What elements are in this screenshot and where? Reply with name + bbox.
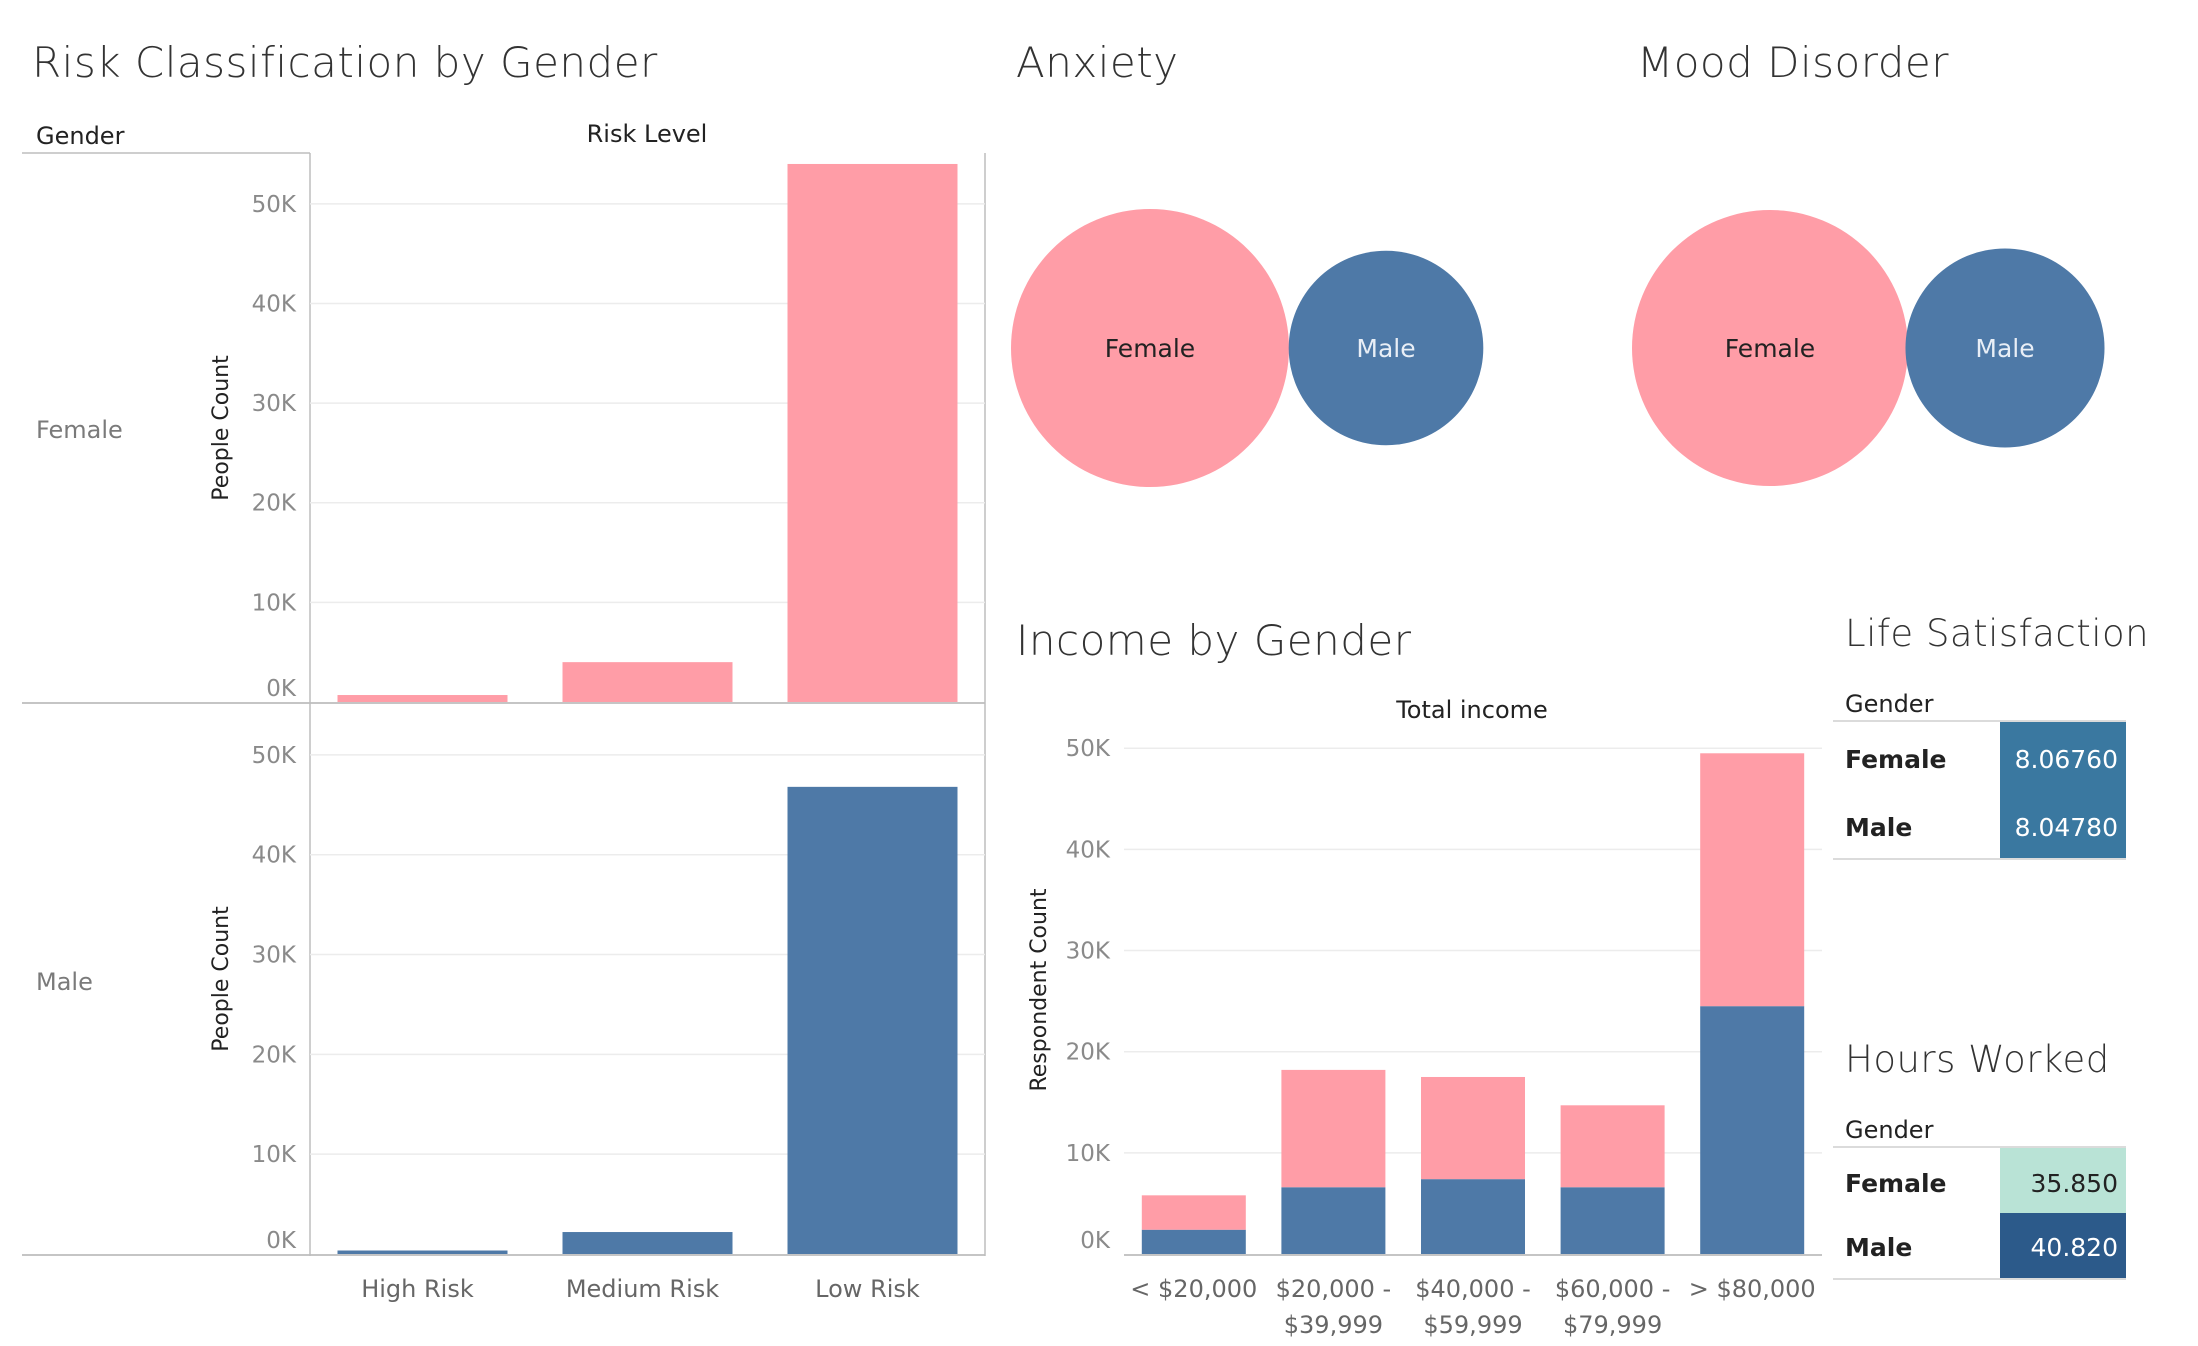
risk-bar-male-medium-risk: [562, 1232, 733, 1254]
income-x-tick-label: $79,999: [1563, 1311, 1662, 1339]
income-y-tick-label: 40K: [1066, 837, 1111, 863]
anxiety-bubble-label-female: Female: [1105, 334, 1195, 363]
life-satisfaction-title: Life Satisfaction: [1845, 612, 2150, 655]
risk-y-tick-label: 30K: [252, 391, 297, 417]
hours-male-value: 40.820: [2031, 1233, 2118, 1262]
income-y-tick-label: 30K: [1066, 939, 1111, 965]
risk-x-tick-label: Medium Risk: [566, 1275, 719, 1303]
income-bar-female-20-000-39-999: [1281, 1069, 1386, 1188]
risk-row-label-female: Female: [36, 416, 123, 444]
income-y-tick-label: 20K: [1066, 1040, 1111, 1066]
hours-male-cell: [2000, 1213, 2126, 1278]
risk-y-tick-label: 10K: [252, 590, 297, 616]
risk-ylabel-female: People Count: [209, 355, 234, 501]
anxiety-bubble-chart: Female Male: [1011, 209, 1484, 487]
income-bar-female-20-000: [1141, 1195, 1246, 1230]
anxiety-chart-title: Anxiety: [1016, 38, 1179, 87]
income-y-tick-label: 10K: [1066, 1141, 1111, 1167]
income-y-tick-label: 50K: [1066, 736, 1111, 762]
income-bar-male-40-000-59-999: [1421, 1179, 1525, 1254]
risk-bar-female-medium-risk: [562, 662, 733, 702]
risk-y-tick-label: 20K: [252, 1042, 297, 1068]
income-col-header: Total income: [1395, 696, 1548, 724]
risk-y-tick-label: 0K: [266, 676, 297, 702]
hours-female-value: 35.850: [2031, 1169, 2118, 1198]
income-x-tick-label: > $80,000: [1689, 1275, 1816, 1303]
income-bar-male-80-000: [1700, 1006, 1805, 1254]
mood-disorder-chart-title: Mood Disorder: [1637, 38, 1950, 87]
mood-disorder-bubble-label-female: Female: [1725, 334, 1815, 363]
life-male-value: 8.04780: [2015, 813, 2118, 842]
income-x-tick-label: < $20,000: [1130, 1275, 1257, 1303]
risk-ylabel-male: People Count: [209, 906, 234, 1052]
risk-x-tick-label: Low Risk: [815, 1275, 920, 1303]
hours-worked-table: Gender Female Male 35.850 40.820: [1833, 1116, 2126, 1280]
risk-x-tick-label: High Risk: [361, 1275, 474, 1303]
hours-female-label: Female: [1845, 1169, 1946, 1198]
income-bar-male-20-000: [1141, 1229, 1246, 1254]
risk-bar-female-high-risk: [337, 695, 508, 702]
life-satisfaction-table: Gender Female Male 8.06760 8.04780: [1833, 690, 2126, 860]
income-x-tick-label: $40,000 -: [1415, 1275, 1531, 1303]
risk-y-tick-label: 40K: [252, 843, 297, 869]
risk-chart-title: Risk Classification by Gender: [32, 38, 658, 87]
risk-col-header: Risk Level: [587, 120, 708, 148]
life-female-value: 8.06760: [2015, 745, 2118, 774]
risk-bar-male-high-risk: [337, 1250, 508, 1254]
life-male-label: Male: [1845, 813, 1912, 842]
hours-worked-title: Hours Worked: [1845, 1038, 2110, 1081]
income-bar-male-60-000-79-999: [1560, 1187, 1665, 1254]
mood-disorder-bubble-label-male: Male: [1975, 334, 2034, 363]
income-x-tick-label: $20,000 -: [1276, 1275, 1392, 1303]
risk-y-tick-label: 50K: [252, 192, 297, 218]
income-bar-male-20-000-39-999: [1281, 1187, 1386, 1254]
income-y-tick-label: 0K: [1080, 1228, 1111, 1254]
anxiety-bubble-female: [1011, 209, 1289, 487]
risk-y-tick-label: 50K: [252, 743, 297, 769]
income-x-tick-label: $39,999: [1284, 1311, 1383, 1339]
income-x-tick-label: $59,999: [1423, 1311, 1522, 1339]
hours-female-cell: [2000, 1148, 2126, 1213]
life-female-label: Female: [1845, 745, 1946, 774]
risk-y-tick-label: 10K: [252, 1142, 297, 1168]
anxiety-bubble-label-male: Male: [1356, 334, 1415, 363]
risk-classification-chart: Gender Risk Level Female Male People Cou…: [22, 120, 986, 1303]
hours-header: Gender: [1845, 1116, 1934, 1144]
risk-bar-male-low-risk: [787, 786, 958, 1254]
mood-disorder-bubble-chart: Female Male: [1632, 210, 2105, 486]
life-male-cell: [2000, 790, 2126, 858]
risk-y-tick-label: 0K: [266, 1228, 297, 1254]
risk-y-tick-label: 20K: [252, 491, 297, 517]
mood-disorder-bubble-female: [1632, 210, 1908, 486]
risk-y-tick-label: 40K: [252, 291, 297, 317]
life-header: Gender: [1845, 690, 1934, 718]
mood-disorder-bubble-male: [1905, 248, 2105, 448]
income-chart-title: Income by Gender: [1016, 616, 1412, 665]
income-bar-female-80-000: [1700, 753, 1805, 1007]
income-ylabel: Respondent Count: [1027, 888, 1052, 1091]
risk-y-tick-label: 30K: [252, 943, 297, 969]
risk-bar-female-low-risk: [787, 163, 958, 703]
hours-male-label: Male: [1845, 1233, 1912, 1262]
income-bar-female-60-000-79-999: [1560, 1105, 1665, 1188]
risk-row-label-male: Male: [36, 968, 93, 996]
income-x-tick-label: $60,000 -: [1555, 1275, 1671, 1303]
income-by-gender-chart: Total income Respondent Count 0K 10K 20K 30…: [1027, 696, 1822, 1339]
risk-row-header: Gender: [36, 122, 125, 150]
income-bar-female-40-000-59-999: [1421, 1076, 1525, 1180]
life-female-cell: [2000, 722, 2126, 790]
anxiety-bubble-male: [1288, 250, 1484, 446]
